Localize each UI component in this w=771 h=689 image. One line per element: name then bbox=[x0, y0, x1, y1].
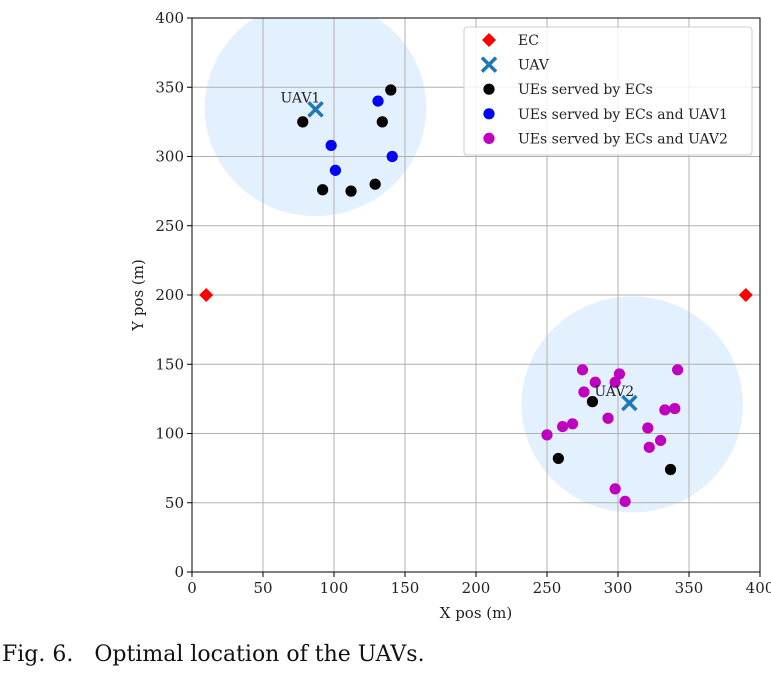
ec-marker bbox=[738, 288, 753, 302]
x-tick-label: 350 bbox=[675, 579, 704, 597]
ue-point bbox=[655, 434, 667, 447]
legend-marker bbox=[482, 33, 496, 47]
x-tick-label: 200 bbox=[462, 579, 491, 597]
legend: EC UAV UEs served by ECs UEs served by ECs … bbox=[463, 26, 753, 156]
coverage-circle bbox=[204, 18, 427, 217]
ue-point bbox=[566, 418, 579, 430]
ue-point bbox=[642, 422, 654, 434]
ue-point bbox=[643, 441, 655, 453]
legend-label: UEs served by ECs bbox=[518, 82, 653, 98]
ue-point bbox=[576, 364, 589, 376]
x-tick-label: 0 bbox=[187, 579, 197, 597]
ue-point bbox=[659, 404, 671, 416]
uav-annotation: UAV2 bbox=[594, 384, 634, 400]
ue-point bbox=[613, 368, 626, 380]
ue-point bbox=[345, 185, 357, 197]
x-tick-label: 250 bbox=[533, 579, 562, 597]
ue-point bbox=[372, 95, 384, 107]
legend-label: UEs served by ECs and UAV1 bbox=[518, 107, 728, 123]
y-tick-label: 400 bbox=[155, 9, 184, 27]
ue-point bbox=[578, 386, 590, 398]
uav-marker bbox=[621, 394, 638, 412]
legend-marker bbox=[480, 56, 498, 73]
ue-point bbox=[541, 429, 553, 441]
axis-ticks: 0 50 100 150 200 250 300 350 400 0 50 100 150 200 250 3… bbox=[155, 9, 771, 597]
ue-point bbox=[385, 84, 397, 96]
legend-label: EC bbox=[518, 33, 539, 49]
ue-point bbox=[325, 139, 337, 152]
y-tick-label: 200 bbox=[155, 286, 184, 304]
y-tick-label: 350 bbox=[155, 78, 184, 96]
ue-point bbox=[557, 420, 569, 433]
x-tick-label: 400 bbox=[746, 579, 771, 597]
x-tick-label: 150 bbox=[391, 579, 420, 597]
legend-marker bbox=[483, 108, 495, 120]
ec-marker bbox=[199, 288, 214, 302]
y-tick-label: 0 bbox=[174, 563, 184, 581]
ue-point bbox=[329, 164, 342, 176]
ue-point bbox=[609, 376, 621, 388]
data-points bbox=[199, 84, 753, 507]
ue-point bbox=[589, 376, 601, 388]
x-tick-label: 300 bbox=[604, 579, 633, 597]
ue-point bbox=[672, 364, 684, 376]
y-tick-label: 300 bbox=[155, 148, 184, 166]
legend-marker bbox=[483, 132, 495, 144]
legend-box bbox=[463, 26, 753, 156]
legend-label: UEs served by ECs and UAV2 bbox=[518, 131, 728, 147]
y-tick-label: 100 bbox=[155, 425, 184, 443]
x-tick-label: 50 bbox=[253, 579, 272, 597]
ue-point bbox=[386, 150, 398, 163]
ue-point bbox=[552, 452, 564, 465]
ue-point bbox=[619, 495, 631, 507]
ue-point bbox=[609, 483, 621, 495]
uav-annotation: UAV1 bbox=[281, 90, 321, 106]
ue-point bbox=[669, 402, 681, 415]
ue-point bbox=[586, 396, 599, 408]
legend-marker bbox=[483, 83, 495, 95]
annotations: UAV1 UAV2 bbox=[281, 90, 635, 400]
y-tick-label: 50 bbox=[165, 494, 184, 512]
figure-caption: Fig. 6. Optimal location of the UAVs. bbox=[2, 642, 425, 667]
ue-point bbox=[297, 116, 309, 128]
ue-point bbox=[376, 116, 388, 128]
legend-label: UAV bbox=[518, 58, 550, 74]
y-tick-label: 150 bbox=[155, 355, 184, 373]
ue-point bbox=[664, 463, 677, 476]
x-tick-label: 100 bbox=[320, 579, 349, 597]
uav-marker bbox=[307, 101, 324, 118]
ue-point bbox=[317, 184, 329, 196]
x-axis-label: X pos (m) bbox=[440, 604, 512, 622]
y-tick-label: 250 bbox=[155, 217, 184, 235]
y-axis-label: Y pos (m) bbox=[129, 259, 147, 332]
ue-point bbox=[369, 178, 381, 190]
ue-point bbox=[602, 412, 614, 424]
